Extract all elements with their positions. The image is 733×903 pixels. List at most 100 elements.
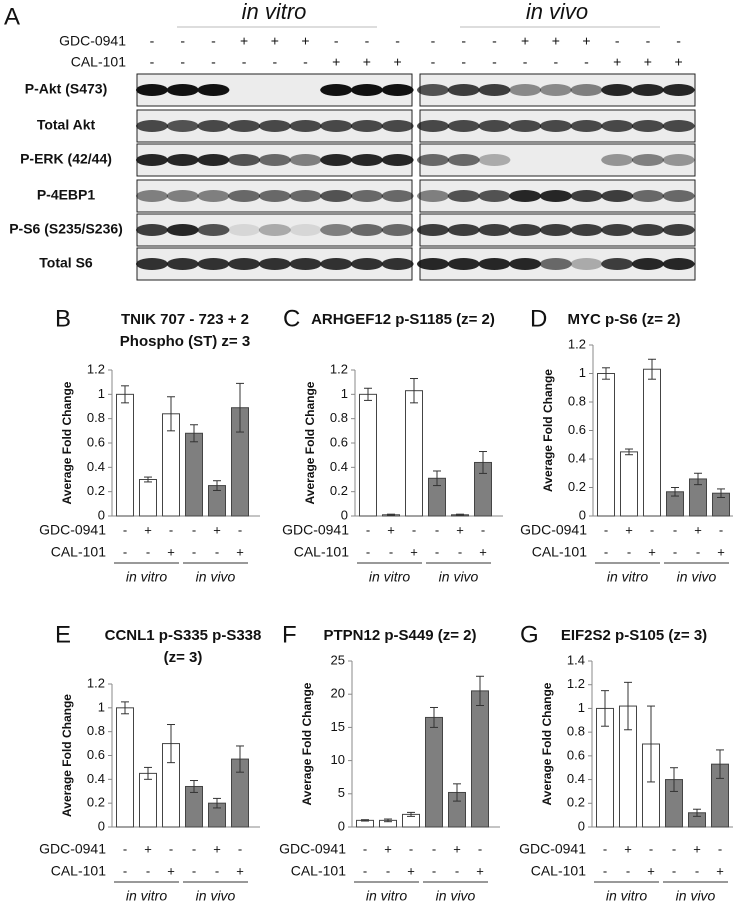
treatment-sign: - <box>432 863 436 878</box>
treatment-sign: - <box>458 544 462 559</box>
treatment-sign: - <box>180 33 185 49</box>
blot-band <box>447 224 480 236</box>
treatment-sign: - <box>604 544 608 559</box>
treatment-sign: + <box>363 54 371 70</box>
treatment-sign: - <box>673 522 677 537</box>
treatment-sign: + <box>693 841 701 856</box>
error-bar <box>144 476 152 483</box>
y-tick-label: 5 <box>338 785 345 800</box>
bar <box>405 390 423 517</box>
treatment-sign: - <box>238 522 242 537</box>
panel-label: D <box>530 305 547 332</box>
error-bar <box>167 396 175 432</box>
blot-band <box>601 224 634 236</box>
blot-band <box>289 224 322 236</box>
treatment-sign: - <box>672 841 676 856</box>
blot-band <box>136 190 168 202</box>
treatment-sign: - <box>146 863 150 878</box>
error-bar <box>624 681 632 731</box>
y-tick-label: 1.4 <box>567 652 585 667</box>
treatment-label: GDC-0941 <box>39 522 106 538</box>
blot-band <box>631 154 664 166</box>
treatment-sign: + <box>552 33 560 49</box>
treatment-sign: - <box>123 544 127 559</box>
blot-band <box>197 190 230 202</box>
blot-band <box>662 224 695 236</box>
treatment-sign: - <box>211 33 216 49</box>
treatment-sign: - <box>615 33 620 49</box>
blot-band <box>258 258 291 270</box>
blot-band <box>166 258 199 270</box>
error-bar <box>410 378 418 404</box>
blot-band <box>320 154 353 166</box>
treatment-label: CAL-101 <box>531 863 586 879</box>
blot-band <box>166 190 199 202</box>
blot-band <box>350 224 383 236</box>
treatment-sign: + <box>144 522 152 537</box>
y-tick-label: 0.2 <box>568 479 586 494</box>
blot-band <box>289 190 322 202</box>
treatment-sign: - <box>272 54 277 70</box>
y-tick-label: 0 <box>341 507 348 522</box>
treatment-sign: + <box>240 33 248 49</box>
blot-band <box>417 190 449 202</box>
bar <box>359 393 377 517</box>
treatment-sign: + <box>521 33 529 49</box>
blot-band <box>509 84 542 96</box>
group-label: in vitro <box>126 569 167 585</box>
blot-band <box>570 84 603 96</box>
panel-label: F <box>282 621 297 648</box>
treatment-sign: + <box>717 544 725 559</box>
panel-label: A <box>4 3 20 30</box>
y-axis-label: Average Fold Change <box>540 682 554 805</box>
group-label: in vitro <box>126 888 167 903</box>
y-tick-label: 1.2 <box>568 336 586 351</box>
y-tick-label: 0 <box>98 507 105 522</box>
treatment-sign: + <box>301 33 309 49</box>
error-bar <box>213 797 221 809</box>
bar <box>643 368 661 517</box>
y-tick-label: 0.8 <box>87 723 105 738</box>
blot-band <box>417 84 449 96</box>
treatment-sign: - <box>718 841 722 856</box>
error-bar <box>433 470 441 487</box>
y-tick-label: 1.2 <box>330 361 348 376</box>
blot-band <box>320 84 353 96</box>
panel-label: G <box>520 621 539 648</box>
blot-band <box>662 190 695 202</box>
blot-band <box>631 84 664 96</box>
chart-title: MYC p-S6 (z= 2) <box>568 311 681 328</box>
y-tick-label: 0.4 <box>568 450 586 465</box>
blot-band <box>228 258 261 270</box>
group-label: in vivo <box>196 569 236 585</box>
error-bar <box>671 487 679 497</box>
y-axis-label: Average Fold Change <box>541 369 555 492</box>
treatment-sign: + <box>387 522 395 537</box>
blot-band <box>631 120 664 132</box>
treatment-sign: - <box>389 544 393 559</box>
y-tick-label: 0.4 <box>87 771 105 786</box>
blot-band <box>136 84 168 96</box>
group-label: in vivo <box>196 888 236 903</box>
blot-band <box>136 224 168 236</box>
error-bar <box>387 513 395 516</box>
treatment-sign: - <box>303 54 308 70</box>
error-bar <box>384 818 392 823</box>
blot-band <box>478 258 511 270</box>
chart-title: EIF2S2 p-S105 (z= 3) <box>561 627 707 644</box>
treatment-sign: - <box>435 544 439 559</box>
blot-band <box>662 258 695 270</box>
blot-band <box>197 120 230 132</box>
treatment-sign: - <box>553 54 558 70</box>
blot-label: P-S6 (S235/S236) <box>9 221 123 237</box>
treatment-sign: + <box>213 841 221 856</box>
treatment-sign: + <box>716 863 724 878</box>
blot-band <box>197 224 230 236</box>
blot-band <box>320 258 353 270</box>
treatment-sign: - <box>150 54 155 70</box>
y-tick-label: 0.4 <box>87 459 105 474</box>
treatment-sign: - <box>412 522 416 537</box>
treatment-sign: - <box>169 522 173 537</box>
blot-band <box>320 120 353 132</box>
bar <box>620 451 638 517</box>
